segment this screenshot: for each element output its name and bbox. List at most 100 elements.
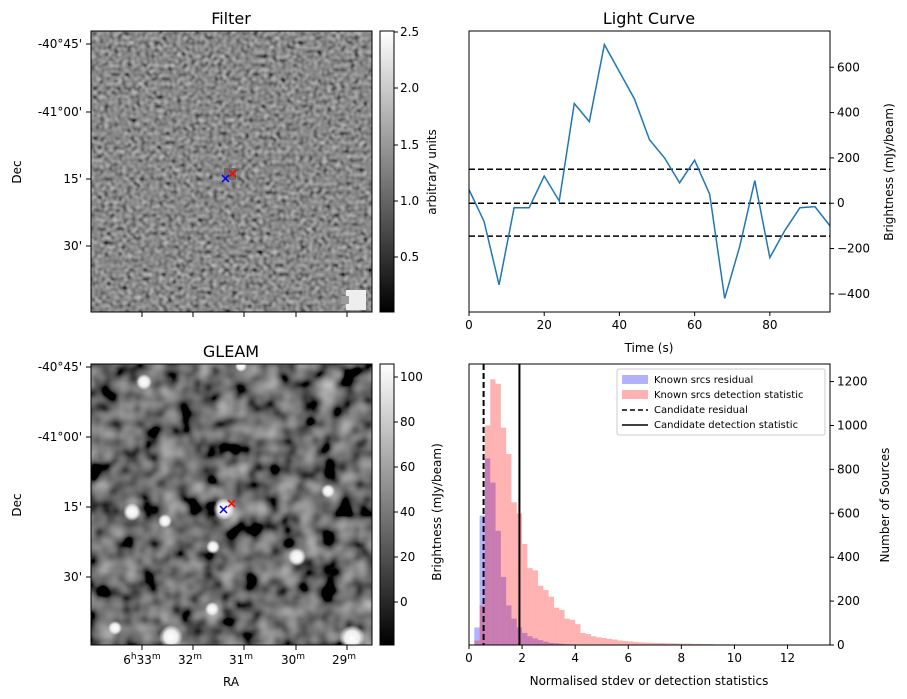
histogram-bar xyxy=(548,596,554,645)
gleam-colorbar-tick-label: 20 xyxy=(400,550,415,564)
ytick-label: 1000 xyxy=(837,418,868,432)
histogram-bar xyxy=(532,638,539,645)
legend-box xyxy=(616,368,826,436)
histogram-bar xyxy=(543,590,549,645)
histogram-bar xyxy=(522,544,528,645)
gleam-source xyxy=(235,360,247,372)
histogram-bar xyxy=(511,618,517,645)
xtick-label: 10 xyxy=(727,651,742,665)
histogram-bar xyxy=(622,641,629,645)
legend-swatch-residual xyxy=(622,375,648,384)
ytick-label: 600 xyxy=(837,60,860,74)
ytick-label: 1200 xyxy=(837,375,868,389)
histogram-bar xyxy=(633,641,639,645)
legend-label: Known srcs residual xyxy=(654,375,753,386)
filter-colorbar-ticks: 0.5 1.0 1.5 2.0 2.5 xyxy=(394,25,419,264)
gleam-ra-ticks: 6h33m 32m 31m 30m 29m xyxy=(123,645,356,667)
histogram-bar xyxy=(495,530,501,645)
histogram-yticks: 0 200 400 600 800 1000 1200 xyxy=(830,375,868,652)
xtick-label: 2 xyxy=(518,651,526,665)
filter-blue-marker xyxy=(221,174,230,183)
histogram-bar xyxy=(527,568,533,645)
light-curve-xticks: 0 20 40 60 80 xyxy=(465,312,777,332)
light-curve-threshold-lines xyxy=(469,168,830,237)
ytick-label: 400 xyxy=(837,550,860,564)
histogram-bar xyxy=(532,570,539,645)
histogram-bar xyxy=(474,627,480,645)
histogram-bar xyxy=(591,636,597,645)
histogram-bar xyxy=(580,632,586,645)
histogram-bar xyxy=(697,643,703,645)
histogram-bar xyxy=(644,642,650,645)
ytick-label: 0 xyxy=(837,638,845,652)
histogram-bar xyxy=(665,643,671,645)
histogram-bar xyxy=(564,618,570,645)
histogram-bar xyxy=(495,383,501,645)
histogram-bar xyxy=(479,605,485,645)
gleam-dec-tick-label: -40°45' xyxy=(38,360,82,374)
gleam-source xyxy=(288,548,306,566)
gleam-source xyxy=(205,602,219,616)
histogram-bar xyxy=(500,427,507,645)
histogram-frame xyxy=(468,363,831,646)
histogram-ylabel: Number of Sources xyxy=(878,448,892,563)
histogram-bar xyxy=(575,624,581,645)
histogram-bar xyxy=(607,638,613,645)
histogram-bar xyxy=(559,643,565,645)
gleam-source xyxy=(136,374,152,390)
histogram-bar xyxy=(569,619,576,645)
histogram-panel: 0 2 4 6 8 10 12 0 200 400 600 800 1000 1200 Normalis… xyxy=(465,363,892,688)
histogram-bar xyxy=(617,640,623,645)
xtick-label: 12 xyxy=(780,651,795,665)
filter-colorbar-tick-label: 1.5 xyxy=(400,138,419,152)
histogram-bar xyxy=(553,643,560,645)
histogram-bar xyxy=(585,634,592,645)
histogram-bar xyxy=(479,515,485,645)
xtick-label: 80 xyxy=(762,318,777,332)
gleam-colorbar-tick-label: 100 xyxy=(400,370,423,384)
light-curve-series xyxy=(468,42,831,299)
light-curve-yticks: −400 −200 0 200 400 600 xyxy=(830,60,870,301)
filter-colorbar-label: arbitrary units xyxy=(425,129,439,215)
legend-label: Known srcs detection statistic xyxy=(654,390,803,401)
gleam-colorbar-tick-label: 60 xyxy=(400,460,415,474)
gleam-ra-tick-label: 30m xyxy=(281,652,305,667)
ytick-label: 200 xyxy=(837,594,860,608)
histogram-bar xyxy=(649,642,655,645)
gleam-source xyxy=(158,514,172,528)
histogram-bar xyxy=(686,643,692,645)
gleam-colorbar-tick-label: 80 xyxy=(400,415,415,429)
histogram-bar xyxy=(638,642,645,645)
light-curve-ylabel: Brightness (mJy/beam) xyxy=(882,103,896,241)
ytick-label: 800 xyxy=(837,462,860,476)
histogram-bar xyxy=(601,637,608,645)
histogram-bar xyxy=(612,639,618,645)
legend-label: Candidate detection statistic xyxy=(654,420,798,431)
xtick-label: 20 xyxy=(537,318,552,332)
filter-red-marker xyxy=(228,169,237,178)
gleam-colorbar xyxy=(379,363,395,646)
histogram-candidate-lines xyxy=(482,364,521,645)
gleam-xlabel: RA xyxy=(223,675,240,689)
filter-image-bright-pixel xyxy=(346,290,366,310)
gleam-ra-tick-label: 32m xyxy=(178,652,202,667)
xtick-label: 6 xyxy=(624,651,632,665)
gleam-frame xyxy=(90,363,373,646)
histogram-bar xyxy=(543,641,549,645)
histogram-bar xyxy=(474,640,480,645)
histogram-bar xyxy=(548,642,554,645)
gleam-colorbar-label: Brightness (mJy/beam) xyxy=(430,443,444,581)
histogram-bar xyxy=(511,502,517,645)
gleam-dec-tick-label: 15' xyxy=(63,500,82,514)
filter-ylabel: Dec xyxy=(10,160,24,183)
histogram-bar xyxy=(670,643,677,645)
gleam-panel: GLEAM -40°45' xyxy=(10,342,444,689)
histogram-bar xyxy=(538,585,544,645)
filter-title: Filter xyxy=(211,9,251,28)
light-curve-panel: Light Curve 0 20 40 60 80 −400 −200 0 200 400 600… xyxy=(465,9,896,355)
filter-dec-tick-label: -40°45' xyxy=(38,37,82,51)
filter-colorbar xyxy=(379,30,395,313)
gleam-source xyxy=(108,621,122,635)
light-curve-line xyxy=(468,42,831,299)
